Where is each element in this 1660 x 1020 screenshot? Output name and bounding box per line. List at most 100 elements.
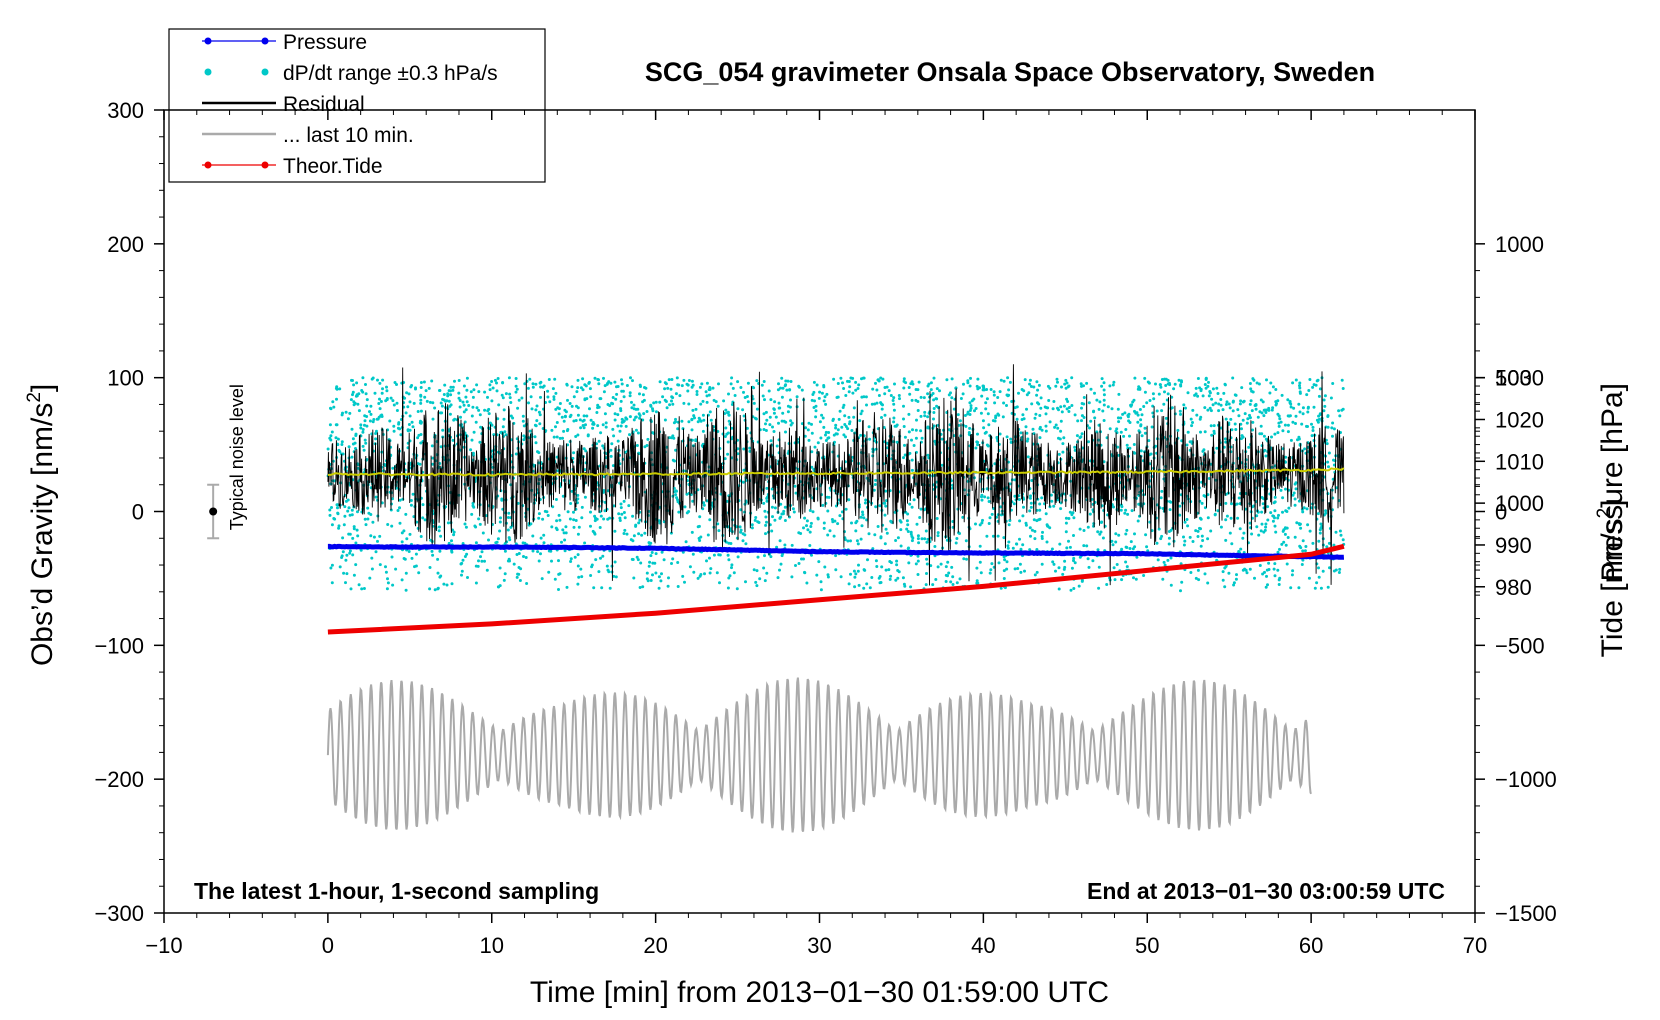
dpdt-point — [877, 576, 881, 580]
dpdt-point — [783, 505, 787, 509]
dpdt-point — [1289, 405, 1293, 409]
dpdt-point — [562, 419, 566, 423]
dpdt-point — [467, 404, 471, 407]
dpdt-point — [563, 538, 567, 542]
dpdt-point — [1126, 512, 1130, 516]
theor-tide-line — [327, 543, 1345, 635]
dpdt-point — [616, 439, 620, 443]
dpdt-point — [526, 386, 530, 390]
dpdt-point — [1264, 411, 1268, 414]
dpdt-point — [1078, 436, 1082, 440]
dpdt-point — [980, 521, 984, 525]
dpdt-point — [375, 417, 379, 421]
dpdt-point — [395, 401, 399, 405]
dpdt-point — [631, 514, 635, 518]
dpdt-point — [536, 550, 540, 554]
dpdt-point — [445, 583, 449, 587]
dpdt-point — [1061, 442, 1065, 446]
dpdt-point — [1280, 542, 1284, 546]
dpdt-point — [1233, 422, 1237, 426]
dpdt-point — [1028, 526, 1032, 530]
dpdt-point — [675, 489, 678, 493]
dpdt-point — [1150, 425, 1154, 429]
dpdt-point — [964, 539, 968, 543]
dpdt-point — [1236, 516, 1240, 520]
dpdt-point — [620, 420, 624, 424]
dpdt-point — [1073, 445, 1077, 449]
dpdt-point — [1267, 568, 1271, 571]
dpdt-point — [1278, 547, 1281, 551]
dpdt-point — [1291, 381, 1295, 385]
dpdt-point — [762, 380, 766, 383]
dpdt-point — [465, 552, 469, 556]
dpdt-point — [919, 395, 923, 399]
dpdt-point — [342, 571, 346, 575]
dpdt-point — [814, 415, 818, 419]
dpdt-point — [632, 576, 636, 580]
dpdt-point — [592, 586, 596, 590]
dpdt-point — [538, 422, 542, 426]
dpdt-point — [1241, 568, 1245, 572]
dpdt-point — [1308, 529, 1312, 533]
dpdt-point — [498, 566, 502, 570]
dpdt-point — [581, 424, 585, 427]
dpdt-point — [594, 558, 598, 562]
dpdt-point — [1070, 513, 1074, 517]
dpdt-point — [918, 516, 922, 519]
dpdt-point — [887, 389, 891, 393]
dpdt-point — [419, 433, 423, 436]
dpdt-point — [1278, 576, 1282, 580]
dpdt-point — [1273, 524, 1277, 528]
dpdt-point — [352, 573, 356, 577]
dpdt-point — [1338, 529, 1342, 533]
dpdt-point — [654, 400, 658, 404]
dpdt-point — [1266, 518, 1270, 522]
dpdt-point — [354, 432, 358, 436]
dpdt-point — [1145, 401, 1149, 405]
dpdt-point — [729, 542, 733, 545]
dpdt-point — [1007, 523, 1011, 527]
dpdt-point — [335, 423, 339, 427]
dpdt-point — [742, 447, 746, 451]
dpdt-point — [783, 543, 787, 547]
dpdt-point — [836, 382, 840, 385]
dpdt-point — [791, 507, 795, 511]
dpdt-point — [979, 571, 983, 575]
dpdt-point — [698, 515, 702, 519]
dpdt-point — [419, 409, 423, 413]
dpdt-point — [767, 389, 771, 393]
dpdt-point — [1199, 430, 1202, 434]
dpdt-point — [352, 383, 356, 387]
dpdt-point — [449, 403, 453, 407]
dpdt-point — [349, 587, 353, 591]
dpdt-point — [1168, 508, 1172, 512]
dpdt-point — [605, 382, 609, 386]
dpdt-point — [743, 510, 746, 514]
dpdt-point — [1298, 523, 1302, 527]
dpdt-point — [1179, 589, 1182, 593]
dpdt-point — [330, 430, 334, 434]
dpdt-point — [668, 403, 672, 407]
dpdt-point — [409, 503, 413, 507]
dpdt-point — [1017, 498, 1021, 501]
dpdt-point — [1222, 391, 1226, 395]
dpdt-point — [892, 408, 896, 412]
dpdt-point — [873, 483, 877, 486]
dpdt-point — [780, 376, 784, 380]
dpdt-point — [620, 382, 624, 386]
dpdt-point — [844, 435, 847, 439]
dpdt-point — [1045, 523, 1049, 527]
dpdt-point — [1143, 426, 1147, 430]
dpdt-point — [1272, 567, 1276, 571]
dpdt-point — [1124, 508, 1128, 512]
dpdt-point — [407, 423, 411, 426]
dpdt-point — [1232, 581, 1236, 585]
dpdt-point — [1285, 510, 1289, 513]
dpdt-point — [571, 456, 575, 460]
dpdt-point — [611, 396, 615, 399]
dpdt-point — [1317, 566, 1320, 570]
dpdt-point — [624, 416, 628, 420]
dpdt-point — [1018, 562, 1022, 566]
dpdt-point — [550, 428, 554, 432]
dpdt-point — [632, 534, 636, 538]
